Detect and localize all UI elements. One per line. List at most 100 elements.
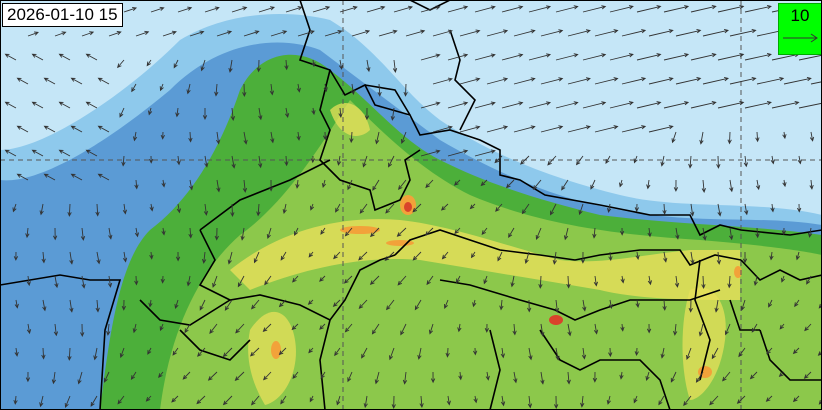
wind-arrow [443, 299, 449, 309]
wind-arrow [81, 275, 86, 289]
wind-arrow [744, 203, 749, 216]
wind-arrow [150, 6, 165, 13]
wind-arrow [122, 203, 128, 215]
wind-arrow [58, 53, 71, 61]
wind-arrow [540, 371, 545, 385]
wind-arrow [566, 275, 571, 289]
wind-arrow [262, 323, 272, 333]
wind-arrow [540, 29, 564, 37]
wind-arrow [160, 131, 165, 140]
wind-arrow [425, 179, 434, 189]
wind-arrow [744, 100, 772, 109]
wind-arrow [97, 77, 110, 85]
wind-arrow [578, 203, 584, 216]
wind-arrow [242, 179, 248, 193]
wind-arrow [711, 347, 719, 360]
wind-arrow [480, 179, 488, 187]
wind-arrow [528, 347, 533, 361]
wind-arrow [134, 227, 140, 238]
wind-arrow [555, 53, 579, 61]
wind-arrow [338, 59, 344, 70]
wind-arrow [501, 101, 524, 109]
wind-arrow [240, 227, 245, 241]
wind-arrow [311, 107, 316, 116]
wind-arrow [343, 275, 353, 284]
wind-arrow [673, 179, 679, 192]
wind-arrow [481, 227, 488, 236]
wind-arrow [349, 131, 354, 144]
wind-arrow [609, 5, 634, 13]
wind-arrow [222, 395, 233, 406]
wind-arrow [234, 371, 245, 381]
wind-arrow [663, 251, 668, 263]
wind-arrow [251, 299, 260, 310]
wind-arrow [607, 203, 612, 214]
wind-arrow [555, 347, 560, 361]
wind-arrow [171, 395, 179, 403]
wind-arrow [292, 371, 299, 379]
wind-arrow [184, 323, 191, 334]
wind-arrow [473, 347, 478, 356]
wind-arrow [131, 83, 137, 93]
wind-arrow [176, 203, 182, 214]
wind-arrow [420, 101, 441, 109]
wind-arrow [358, 251, 368, 261]
wind-arrow [392, 59, 398, 73]
wind-arrow [505, 179, 515, 189]
wind-arrow [280, 251, 287, 261]
wind-arrow [636, 101, 662, 109]
wind-arrow [567, 77, 591, 85]
wind-arrow [369, 275, 380, 285]
wind-arrow [243, 131, 248, 145]
wind-arrow [727, 131, 732, 145]
wind-arrow [393, 5, 414, 13]
wind-arrow [338, 107, 343, 118]
wind-arrow [690, 5, 717, 13]
wind-arrow [512, 323, 517, 336]
wind-arrow [332, 299, 341, 307]
wind-arrow [555, 5, 579, 13]
wind-arrow [675, 77, 702, 85]
wind-arrow [513, 29, 536, 37]
wind-arrow [344, 323, 353, 333]
wind-arrow [123, 6, 138, 13]
wind-arrow [663, 53, 690, 61]
wind-arrow [619, 371, 624, 380]
wind-arrow [646, 323, 652, 334]
wind-arrow [621, 125, 647, 133]
wind-arrow [717, 53, 745, 61]
wind-arrow [231, 155, 236, 169]
wind-arrow [250, 395, 260, 406]
wind-arrow [258, 155, 263, 169]
wind-arrow [633, 155, 638, 164]
wind-arrow [497, 251, 503, 262]
wind-arrow [563, 227, 569, 241]
wind-arrow [132, 323, 137, 334]
wind-arrow [552, 251, 557, 265]
wind-arrow [339, 5, 358, 13]
wind-arrow [350, 83, 356, 96]
wind-arrow [256, 59, 261, 73]
wind-arrow [106, 323, 111, 336]
wind-arrow [26, 323, 32, 335]
wind-arrow [312, 6, 331, 13]
wind-arrow [594, 29, 619, 37]
wind-arrow [645, 371, 650, 382]
wind-arrow [804, 323, 812, 332]
wind-arrow [403, 83, 408, 97]
wind-arrow [13, 395, 18, 405]
wind-arrow [351, 29, 371, 37]
wind-arrow [320, 371, 326, 380]
wind-arrow [532, 179, 542, 191]
wind-arrow [701, 275, 706, 290]
wind-arrow [795, 251, 800, 261]
wind-arrow [108, 227, 113, 240]
wind-arrow [67, 347, 72, 361]
wind-arrow [783, 76, 812, 85]
wind-arrow [807, 227, 813, 238]
wind-arrow [688, 299, 693, 313]
wind-arrow [660, 155, 665, 167]
wind-arrow [417, 347, 422, 360]
